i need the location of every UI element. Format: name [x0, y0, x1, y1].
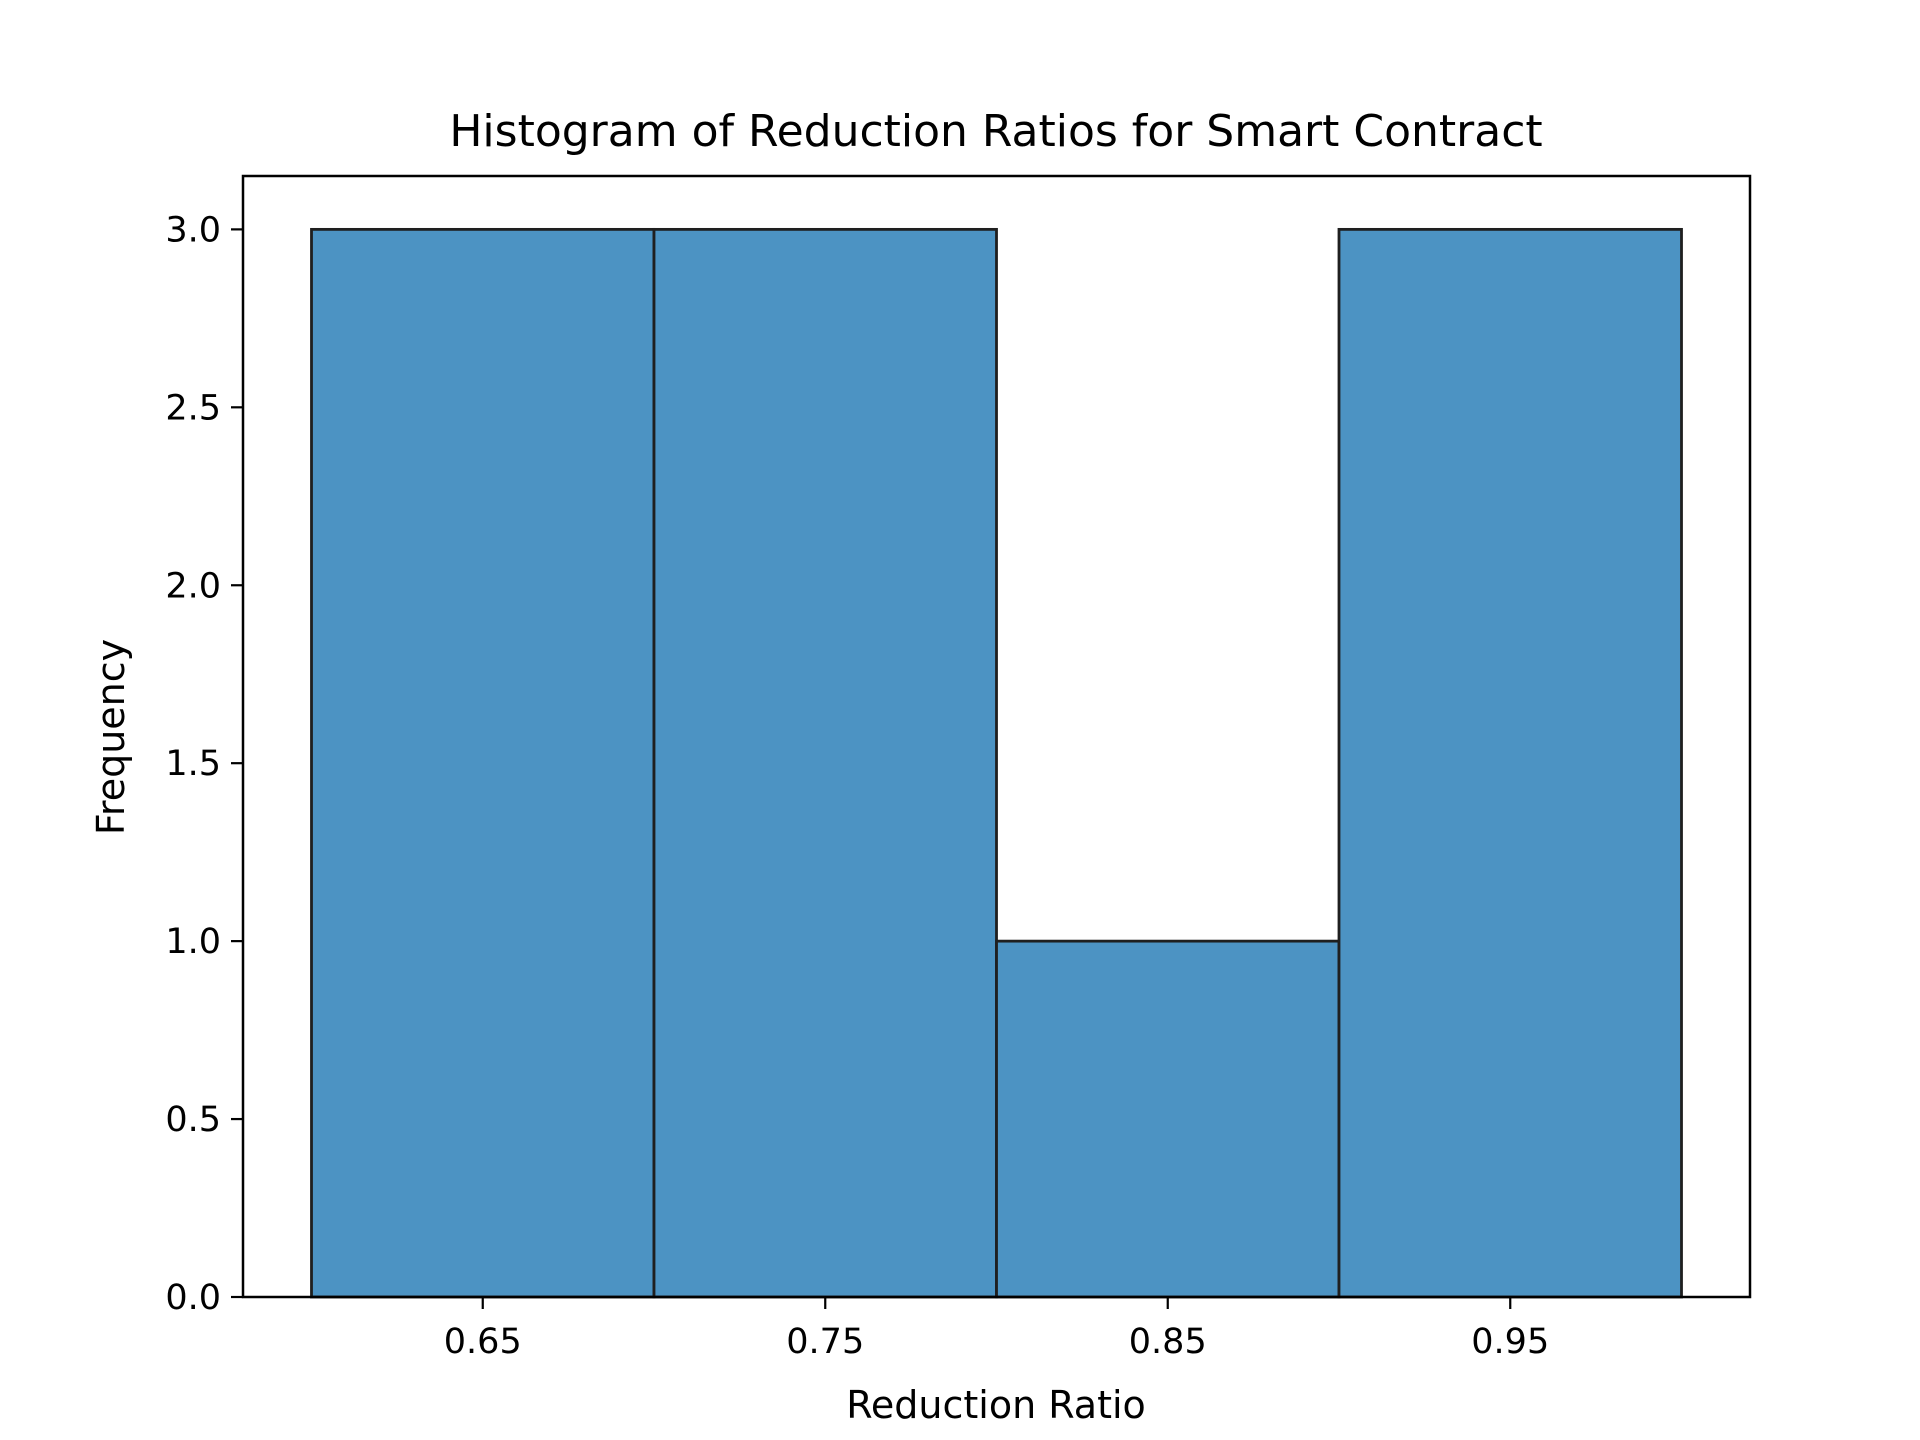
y-axis: 0.0 0.5 1.0 1.5 2.0 2.5 3.0	[165, 210, 243, 1318]
y-tick-label: 1.5	[165, 744, 221, 784]
x-tick-label: 0.85	[1129, 1322, 1207, 1362]
y-tick-label: 3.0	[165, 210, 221, 250]
chart-title: Histogram of Reduction Ratios for Smart …	[449, 106, 1542, 157]
y-tick-label: 2.5	[165, 388, 221, 428]
bars-group	[310, 227, 1683, 1299]
x-tick-label: 0.75	[786, 1322, 864, 1362]
y-tick-label: 0.5	[165, 1100, 221, 1140]
histogram-bar-4	[1337, 227, 1683, 1299]
plot-frame	[241, 174, 1752, 1299]
y-tick-label: 1.0	[165, 922, 221, 962]
x-axis-label: Reduction Ratio	[846, 1383, 1146, 1427]
x-axis: 0.65 0.75 0.85 0.95	[444, 1297, 1549, 1362]
x-tick-label: 0.65	[444, 1322, 522, 1362]
histogram-bar-1	[310, 227, 656, 1299]
histogram-bar-2	[652, 227, 998, 1299]
y-tick-label: 2.0	[165, 566, 221, 606]
histogram-bar-3	[995, 939, 1341, 1299]
y-tick-label: 0.0	[165, 1278, 221, 1318]
x-tick-label: 0.95	[1471, 1322, 1549, 1362]
y-axis-label: Frequency	[89, 639, 133, 835]
